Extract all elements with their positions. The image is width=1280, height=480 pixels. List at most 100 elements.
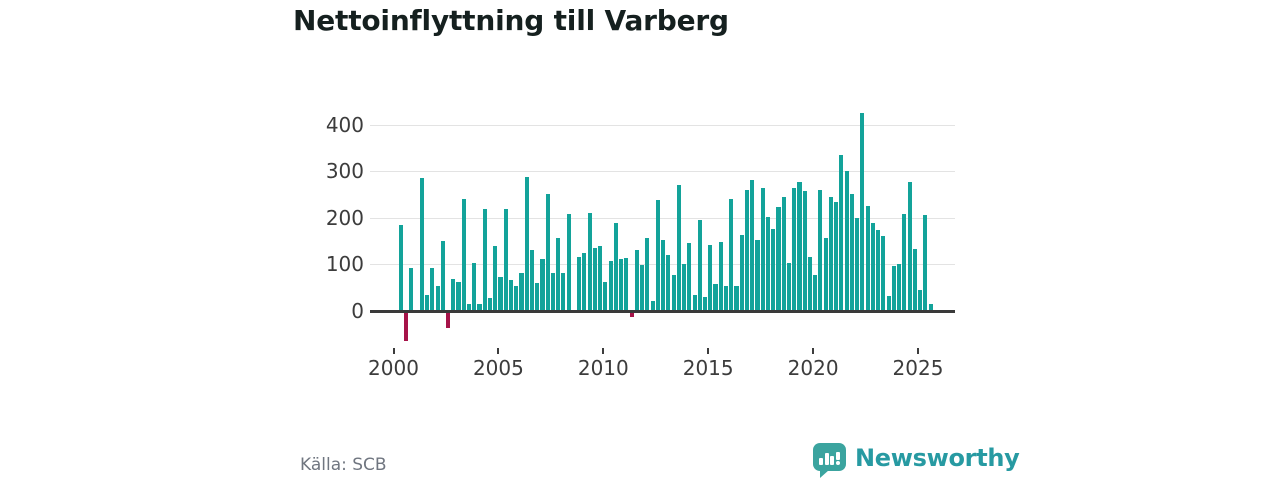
bar [493, 245, 498, 311]
bar [786, 262, 792, 311]
x-axis-tick [812, 348, 815, 354]
bar [409, 267, 414, 311]
x-axis-tick [497, 348, 500, 354]
bar [655, 199, 660, 311]
bar [661, 240, 666, 311]
bar [535, 282, 540, 311]
bar [529, 250, 535, 311]
bar [519, 272, 524, 311]
logo-bar-icon [824, 453, 829, 465]
bar [524, 176, 529, 311]
bar [718, 241, 723, 311]
bar [671, 275, 676, 311]
bar [697, 220, 702, 311]
bar [807, 257, 813, 311]
source-note: Källa: SCB [300, 455, 387, 475]
bar [729, 198, 734, 311]
bar [876, 229, 881, 311]
bar [907, 181, 912, 311]
bar [440, 240, 445, 311]
x-axis-label: 2005 [472, 356, 524, 380]
x-axis-tick [392, 348, 395, 354]
page-title: Nettoinflyttning till Varberg [293, 4, 729, 37]
bar [897, 263, 902, 311]
bar [823, 238, 828, 311]
bar [818, 190, 823, 311]
x-axis-label: 2000 [368, 356, 419, 380]
y-axis-label: 0 [351, 299, 364, 323]
gridline [370, 124, 955, 126]
bar [466, 303, 472, 311]
logo-exclamation-dot-icon [835, 461, 840, 465]
x-axis-label: 2015 [682, 356, 734, 380]
logo-bar-icon [819, 458, 823, 465]
bar [755, 240, 760, 311]
speech-bubble-tail-icon [820, 470, 829, 478]
bar [404, 311, 409, 341]
bar [828, 196, 833, 311]
bar [603, 281, 608, 311]
bar [445, 311, 451, 329]
bar [456, 281, 461, 311]
x-axis-baseline [370, 309, 955, 313]
bar [645, 237, 650, 311]
bar [849, 193, 854, 311]
bar [860, 112, 865, 311]
bar [487, 298, 493, 311]
bar [634, 250, 639, 311]
bar [608, 260, 613, 311]
logo-wordmark: Newsworthy [855, 444, 1020, 472]
bar [425, 295, 430, 311]
bar [744, 190, 750, 311]
bar [624, 258, 629, 311]
bar [734, 285, 739, 311]
bar [844, 170, 849, 311]
bar [839, 155, 844, 311]
bar [613, 222, 618, 311]
logo-bar-icon [830, 456, 834, 465]
bar [592, 247, 597, 311]
bar [923, 214, 928, 311]
bar [886, 296, 891, 311]
bar [792, 188, 797, 311]
bar [598, 246, 603, 311]
bar [865, 206, 870, 311]
bar [398, 224, 403, 311]
bar [870, 222, 875, 311]
bar [928, 304, 933, 311]
x-axis-label: 2020 [787, 356, 839, 380]
bar [676, 185, 681, 311]
gridline [370, 171, 955, 173]
bar [902, 213, 907, 311]
bar [666, 255, 671, 311]
bar [765, 216, 771, 311]
bar [482, 208, 487, 311]
bar [561, 272, 566, 311]
y-axis-label: 200 [325, 205, 364, 230]
bar [797, 182, 802, 311]
bar [687, 243, 692, 311]
y-axis-label: 100 [325, 252, 364, 277]
bar [912, 248, 917, 311]
x-axis-label: 2010 [577, 356, 629, 380]
bar [881, 236, 886, 311]
bar [419, 178, 424, 311]
bar [514, 285, 519, 311]
bar [776, 206, 781, 311]
x-axis-tick [602, 348, 605, 354]
bar [813, 275, 818, 311]
bar [582, 253, 587, 311]
bar [703, 296, 708, 311]
bar [550, 273, 556, 311]
bar [723, 285, 729, 311]
bar [640, 264, 645, 311]
bar [461, 198, 466, 311]
bar [587, 212, 592, 311]
bar [577, 257, 582, 311]
logo-exclamation-icon [835, 452, 840, 460]
bar [545, 193, 550, 311]
bar [650, 301, 655, 311]
bar [508, 280, 514, 311]
bar [891, 265, 896, 311]
